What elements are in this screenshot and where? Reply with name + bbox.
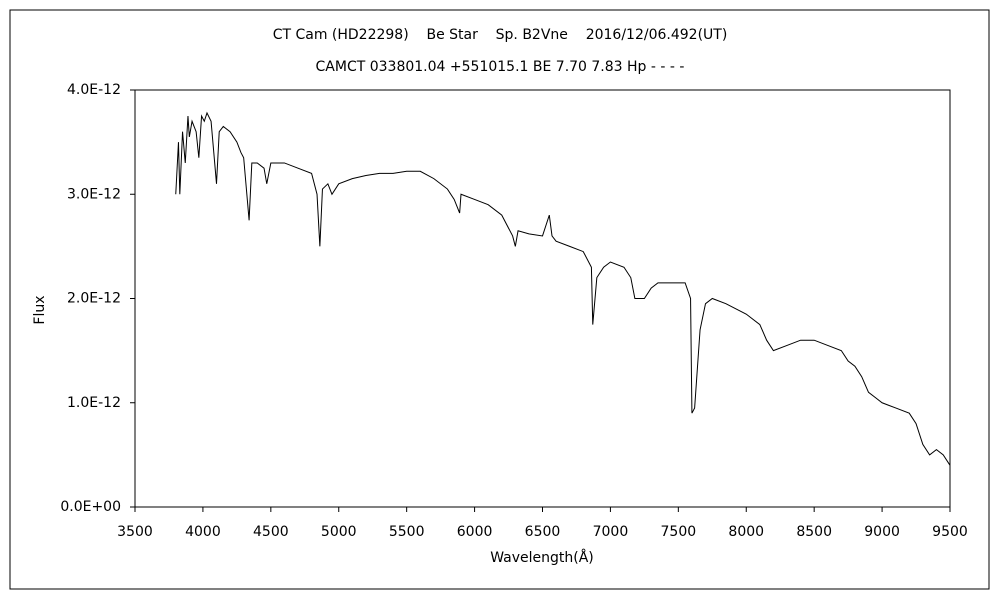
spectrum-line — [175, 111, 951, 466]
y-tick-label: 4.0E-12 — [67, 82, 121, 98]
x-tick-label: 5000 — [321, 524, 357, 540]
x-tick-label: 7500 — [661, 524, 697, 540]
plot-area — [134, 89, 951, 508]
x-tick-label: 6000 — [457, 524, 493, 540]
x-tick-label: 5500 — [389, 524, 425, 540]
x-tick-label: 6500 — [525, 524, 561, 540]
y-tick-label: 2.0E-12 — [67, 291, 121, 307]
chart-subtitle: CAMCT 033801.04 +551015.1 BE 7.70 7.83 H… — [316, 59, 685, 75]
y-tick-label: 3.0E-12 — [67, 186, 121, 202]
x-tick-label: 9000 — [864, 524, 900, 540]
y-tick-label: 0.0E+00 — [60, 499, 121, 515]
x-tick-label: 7000 — [593, 524, 629, 540]
x-axis-label: Wavelength(Å) — [490, 549, 594, 566]
x-tick-label: 4000 — [185, 524, 221, 540]
x-tick-label: 8000 — [728, 524, 764, 540]
chart-title: CT Cam (HD22298) Be Star Sp. B2Vne 2016/… — [273, 27, 728, 43]
x-tick-label: 3500 — [117, 524, 153, 540]
y-tick-label: 1.0E-12 — [67, 395, 121, 411]
x-tick-label: 8500 — [796, 524, 832, 540]
frame — [9, 9, 990, 590]
x-tick-label: 9500 — [932, 524, 968, 540]
y-axis-label: Flux — [32, 295, 48, 324]
x-tick-label: 4500 — [253, 524, 289, 540]
